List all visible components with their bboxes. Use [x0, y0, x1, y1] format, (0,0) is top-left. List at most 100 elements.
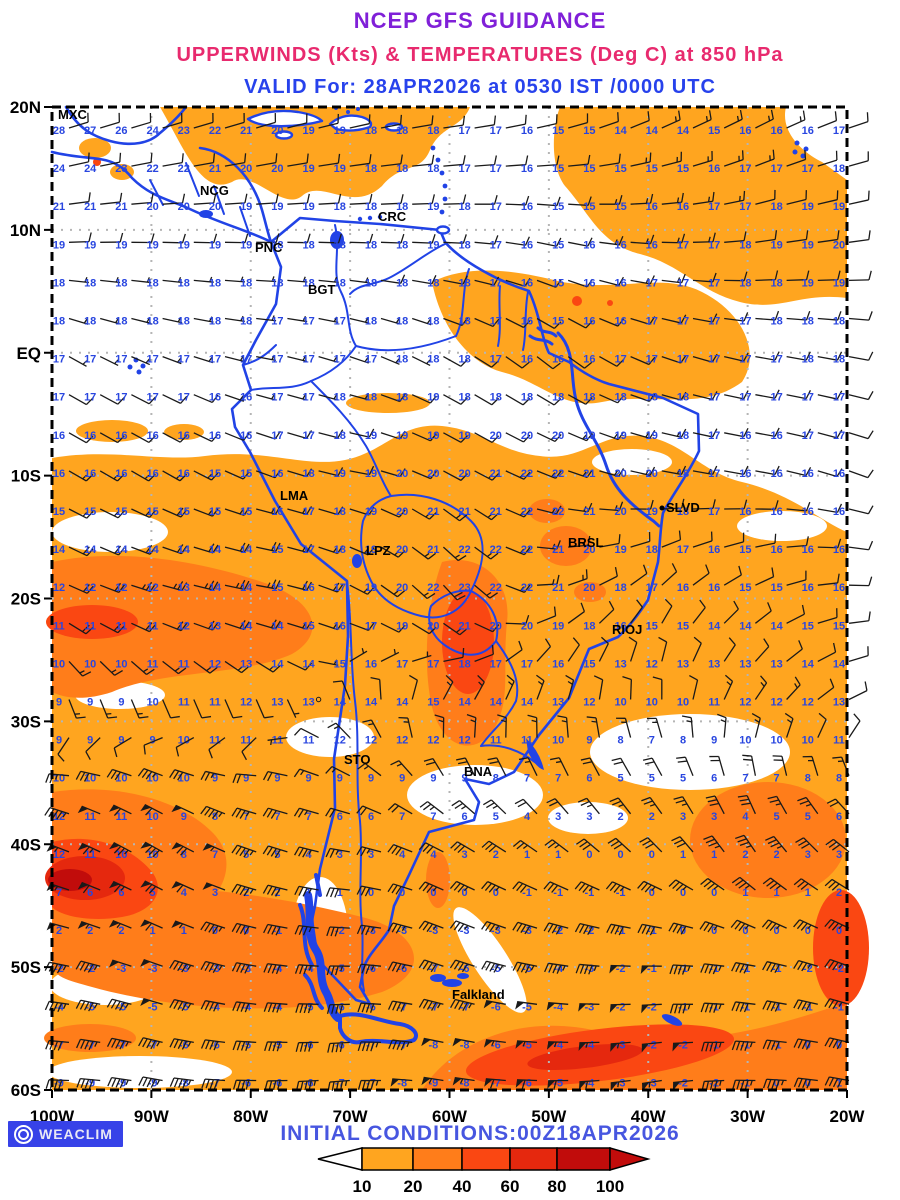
temp-value: 4: [524, 811, 531, 823]
wind-barb: [421, 1037, 444, 1047]
wind-barb: [786, 110, 806, 129]
temp-value: 11: [178, 697, 190, 709]
temp-value: 22: [552, 468, 564, 480]
wind-barb: [318, 545, 344, 555]
temp-value: -4: [304, 963, 315, 975]
wind-barb: [287, 660, 313, 671]
temp-value: -4: [585, 1078, 596, 1090]
temp-value: 11: [147, 658, 159, 670]
wind-barb: [68, 432, 94, 444]
wind-barb: [224, 470, 250, 480]
temp-value: 3: [586, 811, 592, 823]
wind-barb: [692, 191, 715, 205]
wind-barb: [162, 581, 188, 592]
wind-barb: [630, 599, 643, 624]
temp-value: 16: [178, 468, 190, 480]
temp-value: 18: [115, 277, 127, 289]
temp-value: 13: [708, 658, 720, 670]
temp-value: 19: [302, 125, 314, 137]
wind-barb: [692, 391, 718, 401]
temp-value: 17: [146, 392, 158, 404]
wind-barb: [411, 356, 431, 366]
temp-value: 19: [365, 582, 377, 594]
wind-barb: [443, 155, 466, 167]
wind-barb: [565, 674, 575, 700]
wind-barb: [724, 352, 749, 362]
wind-barb: [661, 465, 687, 476]
wind-barb: [77, 881, 101, 894]
temp-value: 18: [84, 277, 96, 289]
temp-value: 12: [646, 658, 658, 670]
temp-value: 17: [833, 430, 845, 442]
wind-barb: [318, 355, 338, 363]
temp-value: -1: [678, 963, 688, 975]
wind-barb: [762, 1078, 787, 1090]
temp-value: 11: [272, 735, 284, 747]
temp-value: 14: [833, 658, 846, 670]
city-label-falkland: Falkland: [452, 987, 505, 1002]
temp-value: 17: [770, 354, 782, 366]
temp-value: 16: [115, 468, 127, 480]
temp-value: 14: [53, 544, 66, 556]
temp-value: 17: [334, 354, 346, 366]
wind-barb: [263, 923, 288, 936]
wind-barb: [443, 622, 468, 636]
wind-barb: [848, 430, 874, 440]
wind-barb: [786, 570, 807, 586]
temp-value: 18: [334, 506, 346, 518]
wind-barb: [442, 546, 467, 562]
wind-barb: [661, 151, 682, 167]
wind-barb: [200, 1039, 226, 1051]
temp-value: 1: [337, 887, 343, 899]
temp-value: 20: [646, 468, 658, 480]
temp-value: 16: [84, 468, 96, 480]
wind-barb: [411, 584, 436, 600]
temp-value: -5: [148, 1001, 158, 1013]
wind-barb: [755, 109, 774, 129]
wind-barb: [140, 841, 163, 858]
wind-barb: [483, 1039, 506, 1048]
wind-barb: [201, 1078, 226, 1090]
temp-value: 24: [53, 163, 66, 175]
temp-value: 17: [677, 239, 689, 251]
wind-barb: [200, 805, 226, 819]
wind-barb: [848, 391, 874, 401]
wind-barb: [77, 842, 101, 855]
temp-value: 11: [209, 697, 221, 709]
wind-barb: [380, 622, 406, 633]
wind-barb: [293, 727, 319, 739]
temp-value: 15: [802, 620, 814, 632]
colorbar-right-arrow: [609, 1147, 651, 1171]
wind-barb: [256, 354, 276, 362]
wind-barb: [370, 676, 382, 700]
wind-barb: [536, 279, 562, 288]
wind-barb: [692, 353, 718, 363]
wind-barb: [646, 717, 663, 738]
wind-barb: [131, 356, 151, 366]
wind-barb: [85, 737, 101, 761]
temp-value: 24: [84, 163, 97, 175]
temp-value: 6: [836, 811, 842, 823]
wind-barb: [848, 505, 874, 515]
temp-value: 17: [490, 316, 502, 328]
lat-label: 10S: [11, 467, 41, 486]
temp-value: 18: [396, 125, 408, 137]
wind-barb: [505, 236, 530, 246]
wind-barb: [68, 232, 92, 243]
temp-value: 15: [427, 697, 439, 709]
temp-value: 18: [84, 316, 96, 328]
wind-barb: [536, 394, 562, 406]
wind-barb: [505, 394, 531, 406]
wind-barb: [518, 757, 538, 776]
temp-value: 18: [334, 430, 346, 442]
temp-value: 9: [368, 773, 374, 785]
colorbar-segment: [556, 1147, 611, 1171]
temp-value: 16: [552, 354, 564, 366]
wind-barb: [100, 112, 120, 129]
wind-barb: [443, 470, 468, 481]
temp-value: 19: [302, 163, 314, 175]
temp-value: 15: [115, 506, 127, 518]
wind-barb: [703, 835, 725, 853]
temp-value: 10: [739, 735, 751, 747]
